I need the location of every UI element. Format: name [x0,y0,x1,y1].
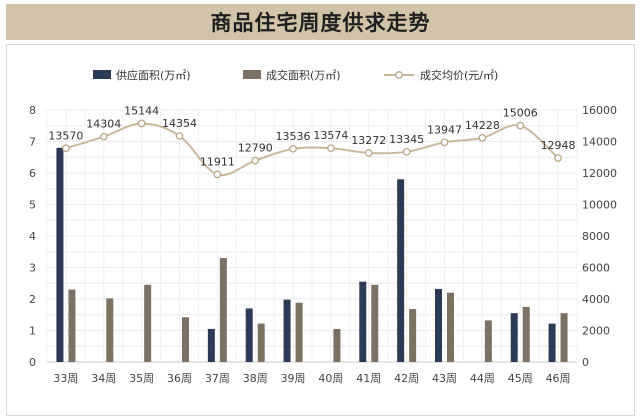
legend-swatch-deal [243,70,261,79]
y-right-tick-label: 2000 [582,325,610,338]
supply-bar [359,281,367,362]
x-tick-label: 45周 [508,372,533,385]
price-point [213,170,222,179]
x-tick-label: 41周 [356,372,381,385]
deal-bar [333,328,341,362]
legend-label-supply: 供应面积(万㎡) [116,68,191,82]
deal-bar [144,284,152,362]
y-right-tick-label: 10000 [582,199,617,212]
deal-bar [484,320,492,362]
supply-bar [397,179,405,362]
y-right-tick-label: 0 [582,356,589,369]
x-tick-label: 42周 [394,372,419,385]
price-data-label: 12948 [541,139,576,152]
deal-bar [219,258,227,362]
supply-bar [510,313,518,362]
x-tick-label: 40周 [318,372,343,385]
x-tick-label: 38周 [243,372,268,385]
price-point [62,144,70,153]
price-data-label: 13570 [48,129,83,142]
price-data-label: 15144 [124,104,159,117]
y-right-tick-label: 4000 [582,293,610,306]
legend-label-deal: 成交面积(万㎡) [266,68,341,82]
legend-marker-price [395,71,403,79]
legend-label-price: 成交均价(元/㎡) [420,68,498,82]
y-left-tick-label: 0 [29,356,36,369]
y-left-tick-label: 2 [29,293,36,306]
supply-bar [245,308,253,362]
price-data-label: 11911 [200,155,235,168]
x-tick-label: 36周 [167,372,192,385]
legend-swatch-supply [93,70,111,79]
deal-bar [371,284,379,362]
y-left-tick-label: 4 [29,230,36,243]
price-point [327,144,335,153]
y-left-tick-label: 5 [29,199,36,212]
title-banner: 商品住宅周度供求走势 [6,4,635,40]
price-data-label: 14354 [162,117,197,130]
deal-bar [257,323,265,362]
supply-bar [283,299,291,362]
y-left-tick-label: 1 [29,325,36,338]
y-left-tick-label: 3 [29,262,36,275]
supply-bar [207,328,215,362]
x-tick-label: 46周 [546,372,571,385]
supply-bar [548,323,556,362]
price-data-label: 13574 [313,129,348,142]
price-point [402,147,411,156]
y-right-tick-label: 6000 [582,262,610,275]
price-data-label: 14228 [465,119,500,132]
price-point [289,144,297,153]
deal-bar [182,317,189,362]
x-tick-label: 39周 [281,372,306,385]
y-left-tick-label: 8 [29,104,36,117]
y-right-tick-label: 12000 [582,167,617,180]
price-data-label: 13947 [427,123,462,136]
price-point [516,121,525,130]
deal-bar [106,298,114,362]
y-right-tick-label: 14000 [582,136,617,149]
price-data-label: 13345 [389,133,424,146]
y-left-tick-label: 7 [29,136,36,149]
price-point [137,119,146,128]
price-point [251,156,260,165]
deal-bar [447,292,454,362]
price-point [554,154,562,162]
deal-bar [522,306,530,362]
price-data-label: 14304 [86,118,121,131]
price-point [478,134,487,142]
chart-frame [6,44,635,416]
x-tick-label: 44周 [470,372,495,385]
page-title: 商品住宅周度供求走势 [210,11,431,35]
supply-bar [435,288,442,362]
deal-bar [68,289,76,362]
y-left-tick-label: 6 [29,167,36,180]
y-right-tick-label: 8000 [582,230,610,243]
price-data-label: 12790 [238,142,273,155]
x-tick-label: 34周 [91,372,116,385]
x-tick-label: 33周 [53,372,78,385]
x-tick-label: 37周 [205,372,230,385]
price-data-label: 15006 [503,107,538,120]
x-tick-label: 35周 [129,372,154,385]
price-data-label: 13536 [276,130,311,143]
deal-bar [409,309,417,362]
x-tick-label: 43周 [432,372,457,385]
price-point [364,149,373,157]
price-data-label: 13272 [351,134,386,147]
deal-bar [560,313,568,362]
price-point [440,138,449,147]
supply-bar [56,147,64,362]
price-point [175,132,184,140]
deal-bar [295,302,303,362]
price-point [99,132,108,141]
y-right-tick-label: 16000 [582,104,617,117]
